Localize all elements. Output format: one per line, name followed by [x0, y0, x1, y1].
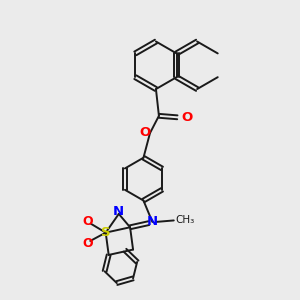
Text: CH₃: CH₃	[175, 215, 194, 225]
Text: S: S	[101, 226, 110, 239]
Text: O: O	[139, 126, 150, 139]
Text: O: O	[82, 236, 93, 250]
Text: O: O	[82, 215, 93, 228]
Text: N: N	[147, 215, 158, 228]
Text: N: N	[112, 205, 124, 218]
Text: O: O	[181, 111, 193, 124]
